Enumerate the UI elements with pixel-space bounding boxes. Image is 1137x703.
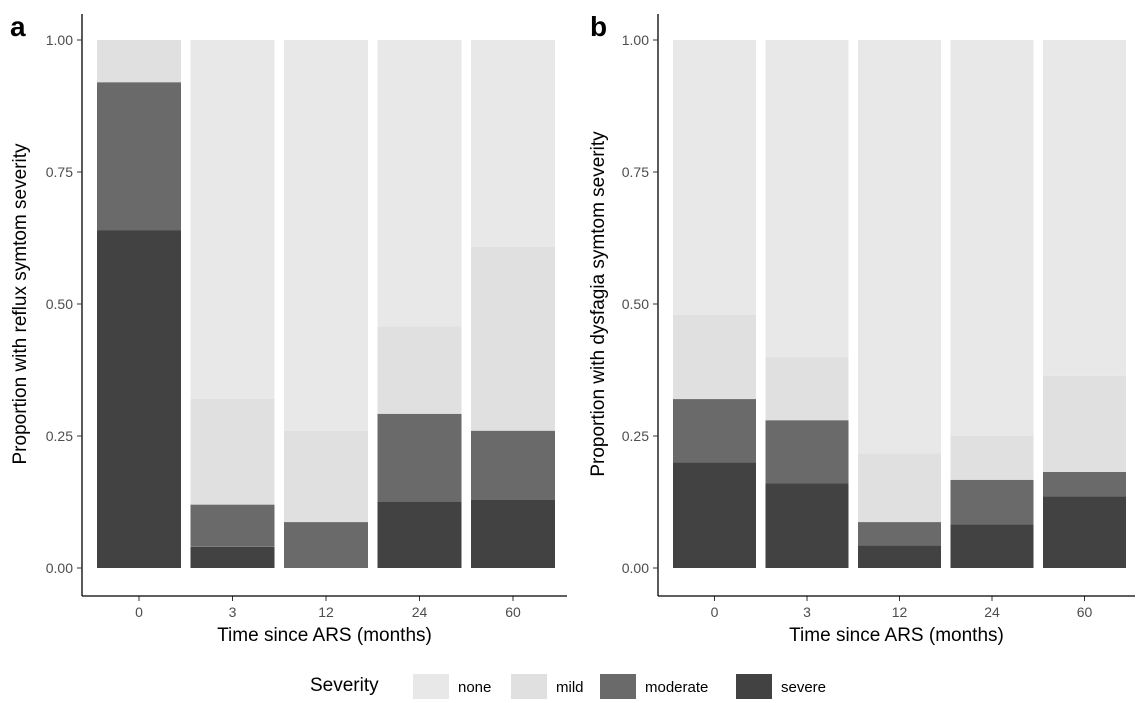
bar-segment-moderate-12: [858, 522, 941, 546]
x-tick-label: 0: [135, 604, 143, 620]
y-tick-label: 0.00: [46, 560, 73, 576]
x-tick-label: 0: [711, 604, 719, 620]
y-tick-label: 0.75: [622, 164, 649, 180]
bar-segment-none-3: [765, 40, 849, 357]
bar-segment-mild-24: [950, 436, 1034, 480]
y-tick-label: 1.00: [622, 32, 649, 48]
bar-segment-none-0: [673, 40, 756, 315]
bar-segment-moderate-0: [97, 82, 181, 230]
panel-a: 0 3 12 24 60 0.00 0.25 0.50 0.75 1.00 a Time since …: [10, 11, 567, 646]
x-tick-label: 60: [505, 604, 521, 620]
legend-key-none: [413, 674, 449, 699]
x-tick-label: 3: [229, 604, 237, 620]
bar-segment-mild-60: [471, 247, 555, 431]
bar-segment-severe-24: [950, 524, 1034, 568]
bar-segment-moderate-12: [284, 522, 368, 568]
bar-segment-moderate-60: [471, 430, 555, 500]
x-axis-title: Time since ARS (months): [789, 625, 1004, 646]
legend-key-mild: [511, 674, 547, 699]
y-tick-label: 0.50: [622, 296, 649, 312]
bar-segment-none-12: [858, 40, 941, 454]
bar-segment-none-60: [471, 40, 555, 247]
legend-key-severe: [736, 674, 772, 699]
bar-segment-moderate-0: [673, 399, 756, 463]
bar-segment-mild-3: [765, 356, 849, 421]
x-tick-label: 24: [412, 604, 428, 620]
x-tick-label: 12: [892, 604, 908, 620]
bar-segment-severe-12: [858, 545, 941, 568]
y-axis-title: Proportion with reflux symtom severity: [10, 143, 31, 464]
bar-segment-none-24: [377, 40, 462, 327]
bar-segment-severe-60: [1043, 496, 1126, 568]
legend-key-moderate: [600, 674, 636, 699]
y-tick-label: 0.75: [46, 164, 73, 180]
bar-segment-mild-0: [97, 40, 181, 83]
bar-segment-moderate-3: [765, 420, 849, 484]
y-axis-title: Proportion with dysfagia symtom severity: [588, 131, 609, 477]
bar-segment-mild-12: [858, 453, 941, 522]
bar-segment-severe-60: [471, 499, 555, 568]
bar-segment-severe-3: [765, 483, 849, 568]
legend-label-none: none: [458, 679, 491, 696]
legend-label-moderate: moderate: [645, 679, 708, 696]
bar-segment-none-3: [190, 40, 275, 399]
x-axis-title: Time since ARS (months): [217, 625, 432, 646]
panel-letter: b: [590, 11, 607, 42]
bar-segment-none-12: [284, 40, 368, 431]
y-tick-label: 0.00: [622, 560, 649, 576]
bar-segment-mild-12: [284, 430, 368, 522]
legend: Severity none mild moderate severe: [310, 674, 826, 699]
bar-segment-moderate-60: [1043, 471, 1126, 497]
bar-segment-mild-60: [1043, 375, 1126, 472]
bar-segment-none-24: [950, 40, 1034, 436]
bar-segment-none-60: [1043, 40, 1126, 376]
bar-segment-moderate-3: [190, 504, 275, 547]
x-tick-label: 3: [803, 604, 811, 620]
y-tick-label: 0.25: [622, 428, 649, 444]
legend-label-mild: mild: [556, 679, 584, 696]
x-tick-label: 24: [984, 604, 1000, 620]
bar-segment-severe-0: [673, 462, 756, 568]
y-tick-label: 0.25: [46, 428, 73, 444]
bar-segment-severe-3: [190, 546, 275, 568]
y-tick-label: 1.00: [46, 32, 73, 48]
bar-segment-severe-0: [97, 230, 181, 568]
bar-segment-mild-0: [673, 314, 756, 400]
bar-segment-mild-3: [190, 399, 275, 505]
panel-letter: a: [10, 11, 26, 42]
x-tick-label: 12: [318, 604, 334, 620]
panel-b: 0 3 12 24 60 0.00 0.25 0.50 0.75 1.00 b Time since …: [588, 11, 1135, 646]
bar-segment-mild-24: [377, 326, 462, 414]
bar-segment-moderate-24: [377, 413, 462, 502]
legend-label-severe: severe: [781, 679, 826, 696]
bar-segment-severe-24: [377, 502, 462, 568]
bar-segment-moderate-24: [950, 479, 1034, 525]
y-tick-label: 0.50: [46, 296, 73, 312]
legend-title: Severity: [310, 675, 379, 696]
x-tick-label: 60: [1077, 604, 1093, 620]
